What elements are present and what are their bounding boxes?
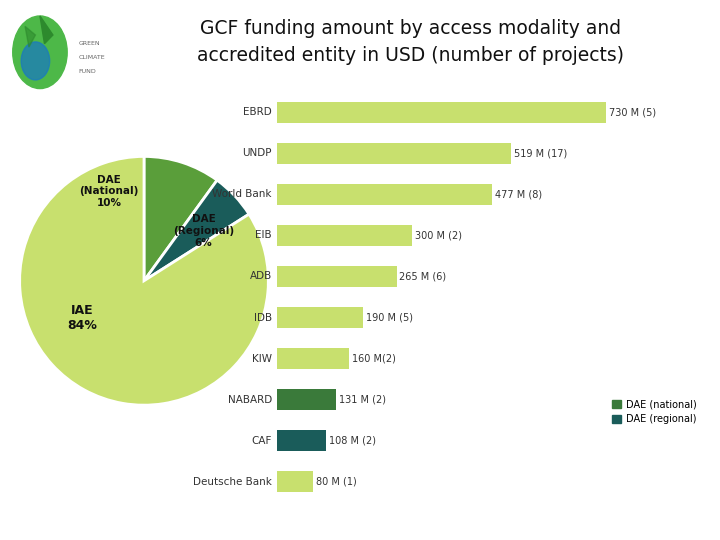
Text: UNDP: UNDP bbox=[243, 148, 271, 158]
Text: DAE
(National)
10%: DAE (National) 10% bbox=[79, 174, 139, 208]
Text: 108 M (2): 108 M (2) bbox=[328, 436, 376, 446]
Circle shape bbox=[21, 42, 50, 80]
Bar bbox=[277, 348, 349, 369]
Text: World Bank: World Bank bbox=[212, 190, 271, 199]
Text: CLIMATE: CLIMATE bbox=[79, 55, 105, 60]
Text: IAE
84%: IAE 84% bbox=[67, 304, 96, 332]
Text: GREEN: GREEN bbox=[79, 41, 101, 46]
Text: 160 M(2): 160 M(2) bbox=[352, 354, 396, 363]
Text: 519 M (17): 519 M (17) bbox=[514, 148, 567, 158]
Wedge shape bbox=[19, 157, 269, 405]
Text: DAE
(Regional)
6%: DAE (Regional) 6% bbox=[173, 214, 234, 248]
Bar bbox=[277, 471, 313, 492]
Bar bbox=[277, 143, 511, 164]
Bar bbox=[277, 225, 413, 246]
Bar bbox=[277, 430, 326, 451]
Bar bbox=[277, 102, 606, 123]
Polygon shape bbox=[40, 16, 53, 44]
Text: CAF: CAF bbox=[251, 436, 271, 446]
Polygon shape bbox=[25, 26, 35, 47]
Wedge shape bbox=[144, 180, 249, 281]
Text: 300 M (2): 300 M (2) bbox=[415, 231, 462, 240]
Text: FUND: FUND bbox=[79, 69, 96, 74]
Text: 190 M (5): 190 M (5) bbox=[366, 313, 413, 322]
Legend: DAE (national), DAE (regional): DAE (national), DAE (regional) bbox=[608, 396, 701, 428]
Wedge shape bbox=[144, 157, 217, 281]
Text: accredited entity in USD (number of projects): accredited entity in USD (number of proj… bbox=[197, 46, 624, 65]
Text: IDB: IDB bbox=[253, 313, 271, 322]
Text: Deutsche Bank: Deutsche Bank bbox=[193, 477, 271, 487]
Text: GCF funding amount by access modality and: GCF funding amount by access modality an… bbox=[200, 19, 621, 38]
Bar bbox=[277, 266, 397, 287]
Text: EBRD: EBRD bbox=[243, 107, 271, 117]
Text: 730 M (5): 730 M (5) bbox=[609, 107, 656, 117]
Text: 131 M (2): 131 M (2) bbox=[339, 395, 386, 404]
Text: 477 M (8): 477 M (8) bbox=[495, 190, 542, 199]
Text: NABARD: NABARD bbox=[228, 395, 271, 404]
Text: KIW: KIW bbox=[252, 354, 271, 363]
Circle shape bbox=[13, 16, 67, 89]
Text: ADB: ADB bbox=[250, 272, 271, 281]
Text: 80 M (1): 80 M (1) bbox=[316, 477, 356, 487]
Bar bbox=[277, 184, 492, 205]
Bar bbox=[277, 307, 363, 328]
Text: EIB: EIB bbox=[255, 231, 271, 240]
Bar bbox=[277, 389, 336, 410]
Text: 265 M (6): 265 M (6) bbox=[400, 272, 446, 281]
